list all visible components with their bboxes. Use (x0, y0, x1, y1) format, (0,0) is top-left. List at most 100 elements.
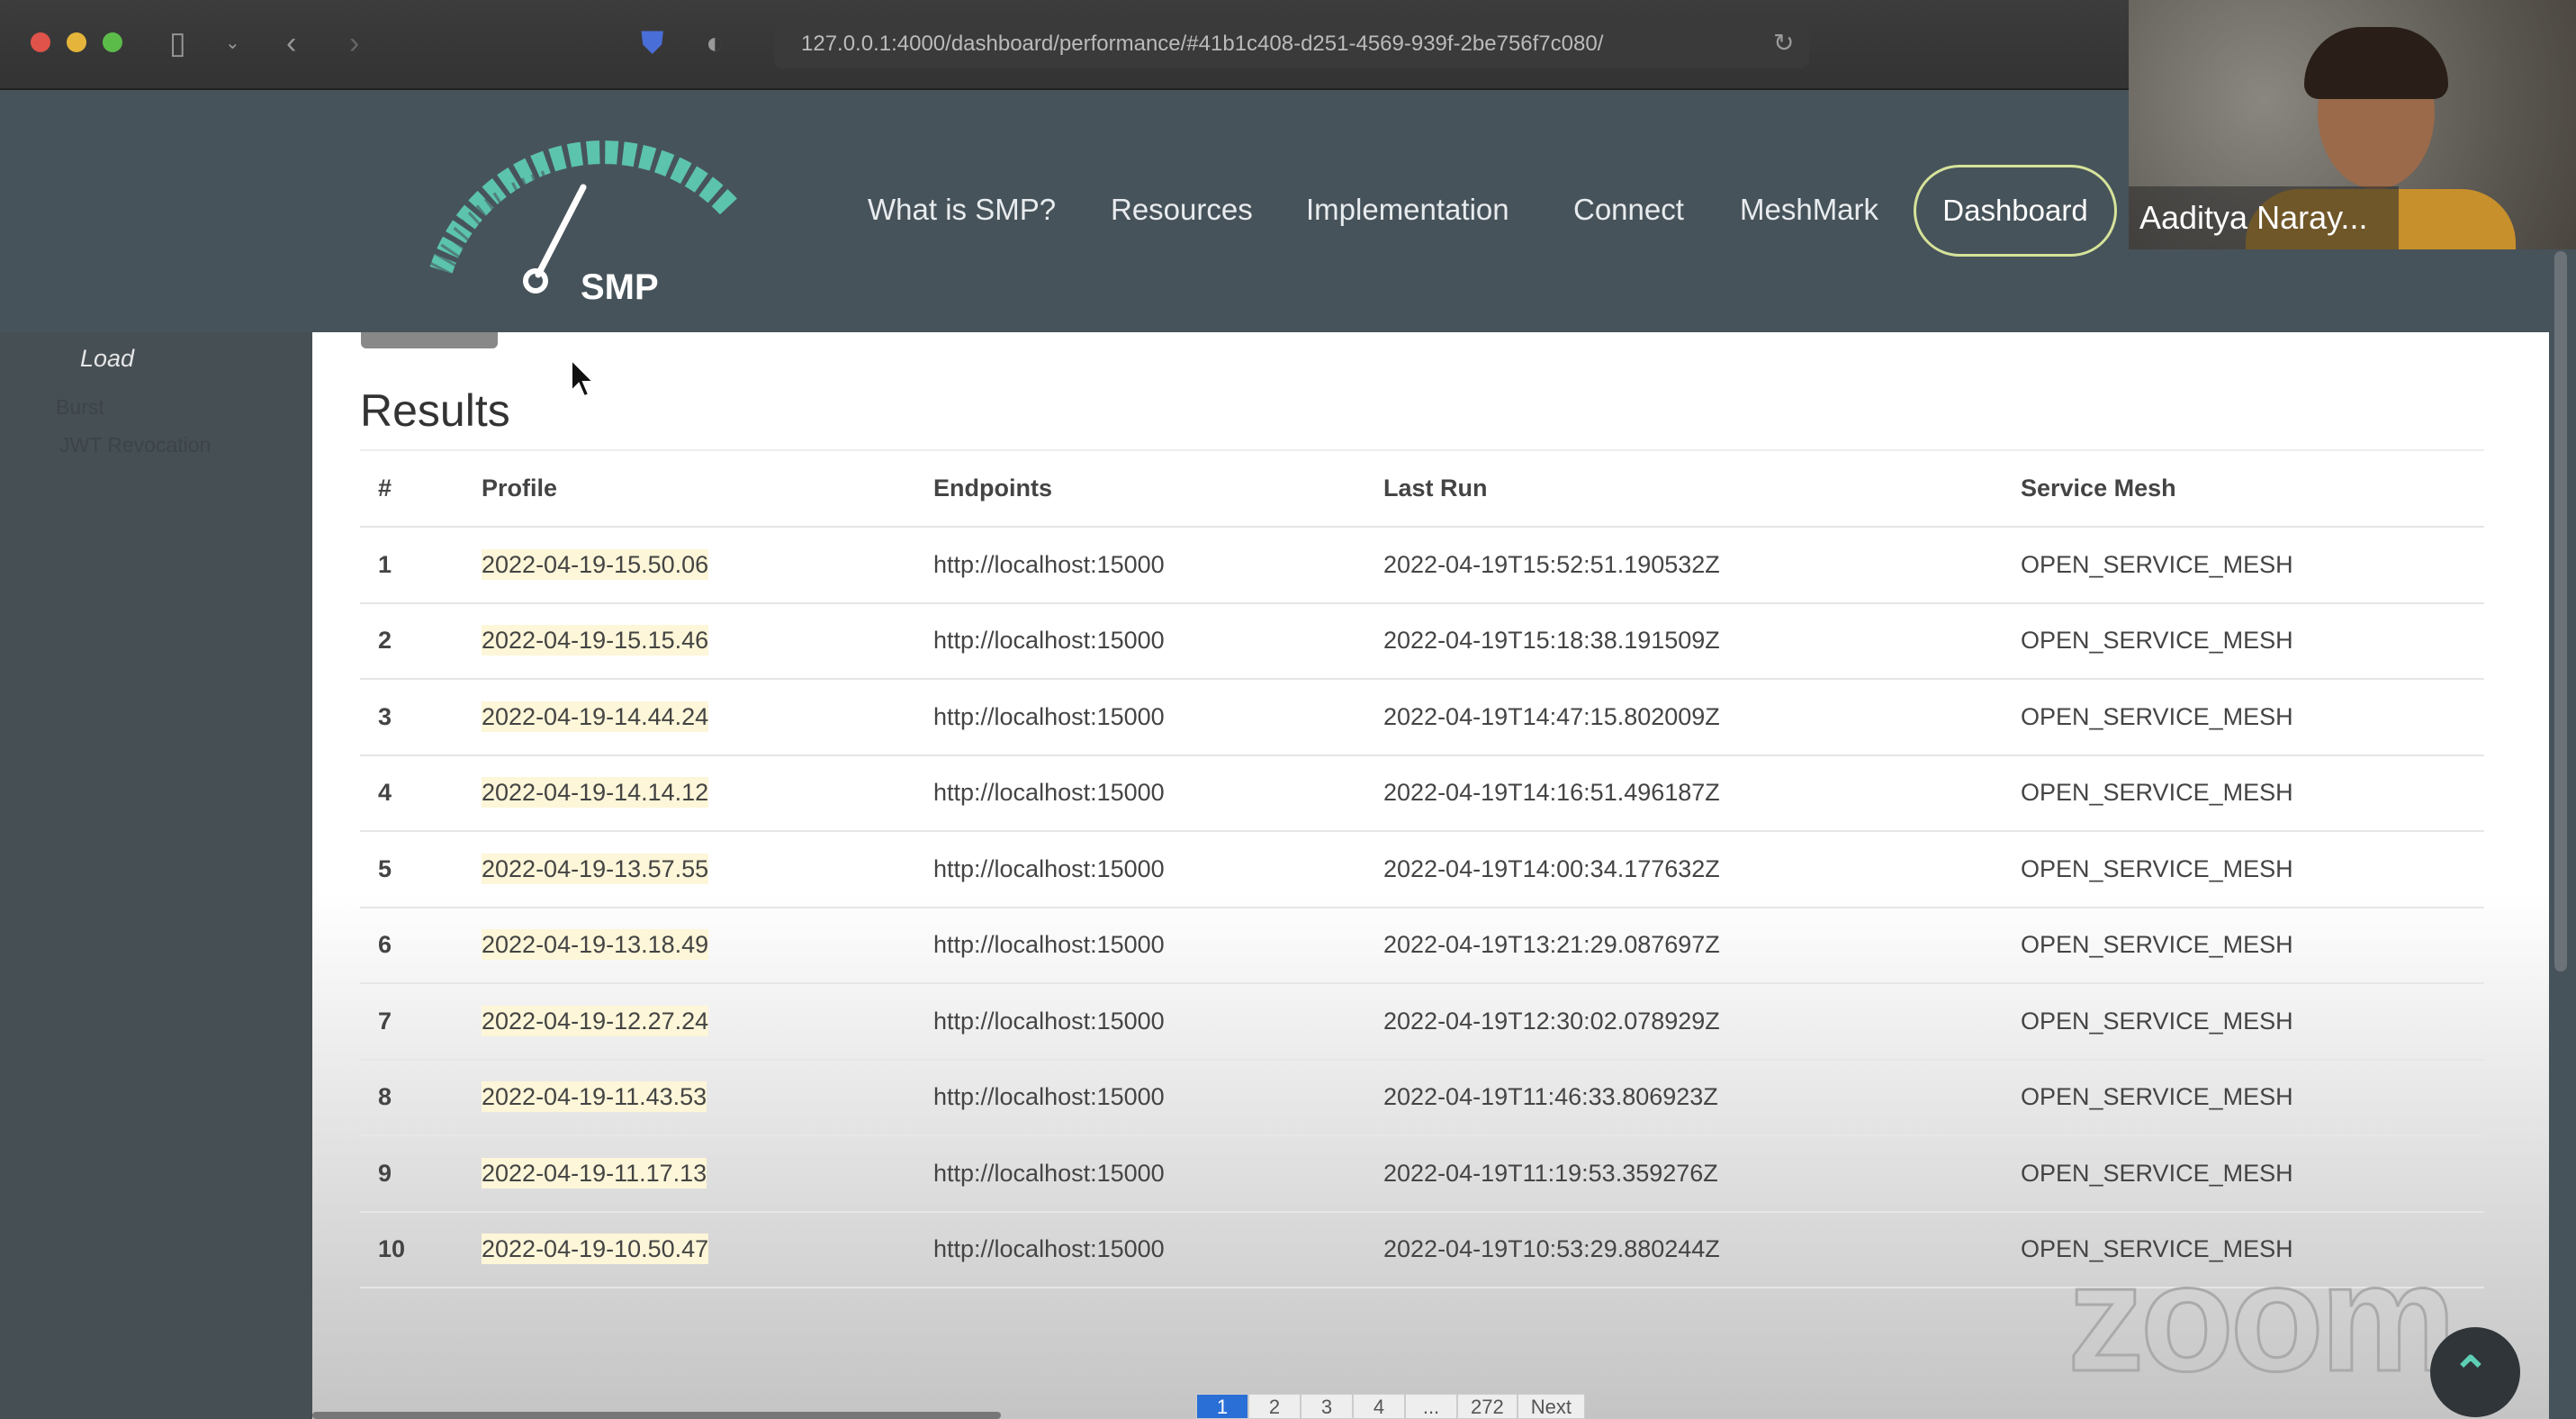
video-participant-tile: Aaditya Naray... (2129, 0, 2576, 249)
row-index: 4 (360, 755, 482, 832)
zoom-watermark: zoom (2067, 1233, 2458, 1404)
profile-link[interactable]: 2022-04-19-15.15.46 (482, 625, 709, 656)
row-last-run: 2022-04-19T14:00:34.177632Z (1383, 831, 2021, 908)
profile-link[interactable]: 2022-04-19-13.18.49 (482, 929, 709, 961)
nav-what-is-smp[interactable]: What is SMP? (868, 193, 1057, 226)
forward-icon[interactable]: › (349, 26, 360, 60)
nav-meshmark[interactable]: MeshMark (1740, 193, 1879, 226)
row-endpoint: http://localhost:15000 (933, 679, 1383, 756)
nav-implementation[interactable]: Implementation (1306, 193, 1509, 226)
horizontal-scrollbar[interactable] (312, 1412, 1001, 1419)
row-profile[interactable]: 2022-04-19-15.50.06 (482, 527, 933, 604)
table-row[interactable]: 10 2022-04-19-10.50.47 http://localhost:15… (360, 1211, 2484, 1288)
profile-link[interactable]: 2022-04-19-12.27.24 (482, 1005, 709, 1036)
row-last-run: 2022-04-19T11:19:53.359276Z (1383, 1135, 2021, 1213)
table-row[interactable]: 5 2022-04-19-13.57.55 http://localhost:150… (360, 831, 2484, 908)
address-bar[interactable]: 127.0.0.1:4000/dashboard/performance/#41… (774, 20, 1809, 68)
profile-link[interactable]: 2022-04-19-11.17.13 (482, 1157, 707, 1189)
close-window-button[interactable] (31, 32, 50, 52)
col-service-mesh: Service Mesh (2021, 449, 2484, 528)
row-service-mesh: OPEN_SERVICE_MESH (2021, 831, 2484, 908)
row-profile[interactable]: 2022-04-19-15.15.46 (482, 602, 933, 680)
nav-resources[interactable]: Resources (1111, 193, 1253, 226)
table-row[interactable]: 8 2022-04-19-11.43.53 http://localhost:150… (360, 1059, 2484, 1136)
table-row[interactable]: 4 2022-04-19-14.14.12 http://localhost:150… (360, 755, 2484, 832)
row-index: 6 (360, 907, 482, 984)
chevron-down-icon[interactable]: ⌄ (225, 33, 240, 53)
row-endpoint: http://localhost:15000 (933, 1211, 1383, 1288)
nav-connect[interactable]: Connect (1573, 193, 1684, 226)
row-profile[interactable]: 2022-04-19-13.18.49 (482, 907, 933, 984)
sidebar: Load Burst JWT Revocation (0, 332, 312, 1419)
row-profile[interactable]: 2022-04-19-11.17.13 (482, 1135, 933, 1213)
row-profile[interactable]: 2022-04-19-10.50.47 (482, 1211, 933, 1288)
page-button[interactable]: 272 (1457, 1394, 1518, 1419)
next-page-button[interactable]: Next (1517, 1394, 1585, 1419)
row-service-mesh: OPEN_SERVICE_MESH (2021, 602, 2484, 680)
row-endpoint: http://localhost:15000 (933, 1059, 1383, 1136)
sidebar-item-load[interactable]: Load (80, 345, 135, 372)
scroll-top-button[interactable]: ⌃ (2430, 1327, 2520, 1417)
tab-stub[interactable] (361, 332, 498, 348)
table-header: # Profile Endpoints Last Run Service Mes… (360, 449, 2484, 528)
row-last-run: 2022-04-19T10:53:29.880244Z (1383, 1211, 2021, 1288)
nav-dashboard-button[interactable]: Dashboard (1914, 165, 2117, 257)
page-button[interactable]: 4 (1353, 1394, 1405, 1419)
row-index: 8 (360, 1059, 482, 1136)
row-profile[interactable]: 2022-04-19-14.14.12 (482, 755, 933, 832)
privacy-icon[interactable]: ◐ (706, 26, 725, 60)
row-last-run: 2022-04-19T13:21:29.087697Z (1383, 907, 2021, 984)
results-panel: Results # Profile Endpoints Last Run Ser… (312, 332, 2549, 1419)
minimize-window-button[interactable] (67, 32, 86, 52)
profile-link[interactable]: 2022-04-19-10.50.47 (482, 1234, 709, 1265)
page-button[interactable]: 3 (1301, 1394, 1353, 1419)
row-last-run: 2022-04-19T14:47:15.802009Z (1383, 679, 2021, 756)
vertical-scrollbar[interactable] (2549, 249, 2576, 1419)
row-profile[interactable]: 2022-04-19-12.27.24 (482, 983, 933, 1061)
pagination: 1 2 3 4... 272 Next (1196, 1394, 1585, 1419)
sidebar-item-burst[interactable]: Burst (56, 395, 104, 419)
page-button[interactable]: ... (1405, 1394, 1457, 1419)
sidebar-item-jwt-revocation[interactable]: JWT Revocation (59, 433, 212, 456)
chevron-up-icon: ⌃ (2452, 1348, 2490, 1398)
row-service-mesh: OPEN_SERVICE_MESH (2021, 1135, 2484, 1213)
smp-logo[interactable]: SMP (423, 135, 747, 333)
profile-link[interactable]: 2022-04-19-11.43.53 (482, 1081, 707, 1113)
profile-link[interactable]: 2022-04-19-14.44.24 (482, 700, 709, 732)
row-profile[interactable]: 2022-04-19-11.43.53 (482, 1059, 933, 1136)
row-service-mesh: OPEN_SERVICE_MESH (2021, 527, 2484, 604)
shield-icon[interactable]: ⛊ (641, 26, 664, 60)
maximize-window-button[interactable] (103, 32, 122, 52)
page-button[interactable]: 2 (1248, 1394, 1301, 1419)
row-index: 5 (360, 831, 482, 908)
row-endpoint: http://localhost:15000 (933, 527, 1383, 604)
row-index: 3 (360, 679, 482, 756)
row-index: 9 (360, 1135, 482, 1213)
row-endpoint: http://localhost:15000 (933, 602, 1383, 680)
row-endpoint: http://localhost:15000 (933, 831, 1383, 908)
profile-link[interactable]: 2022-04-19-14.14.12 (482, 777, 709, 809)
profile-link[interactable]: 2022-04-19-13.57.55 (482, 853, 709, 884)
profile-link[interactable]: 2022-04-19-15.50.06 (482, 548, 709, 580)
row-service-mesh: OPEN_SERVICE_MESH (2021, 907, 2484, 984)
row-service-mesh: OPEN_SERVICE_MESH (2021, 755, 2484, 832)
table-row[interactable]: 2 2022-04-19-15.15.46 http://localhost:150… (360, 602, 2484, 680)
back-icon[interactable]: ‹ (286, 26, 297, 60)
row-profile[interactable]: 2022-04-19-14.44.24 (482, 679, 933, 756)
col-endpoints: Endpoints (933, 449, 1383, 528)
table-row[interactable]: 6 2022-04-19-13.18.49 http://localhost:150… (360, 907, 2484, 984)
table-row[interactable]: 9 2022-04-19-11.17.13 http://localhost:150… (360, 1135, 2484, 1213)
table-row[interactable]: 7 2022-04-19-12.27.24 http://localhost:150… (360, 983, 2484, 1061)
scrollbar-thumb[interactable] (2554, 251, 2567, 972)
browser-toolbar: ▯ ⌄ ‹ › ⛊ ◐ 127.0.0.1:4000/dashboard/per… (0, 0, 2129, 90)
table-row[interactable]: 1 2022-04-19-15.50.06 http://localhost:150… (360, 527, 2484, 604)
row-last-run: 2022-04-19T15:52:51.190532Z (1383, 527, 2021, 604)
row-last-run: 2022-04-19T11:46:33.806923Z (1383, 1059, 2021, 1136)
sidebar-toggle-icon[interactable]: ▯ (169, 26, 186, 60)
page-button[interactable]: 1 (1196, 1394, 1248, 1419)
table-row[interactable]: 3 2022-04-19-14.44.24 http://localhost:150… (360, 679, 2484, 756)
participant-hair (2304, 27, 2448, 99)
reload-icon[interactable]: ↻ (1773, 29, 1795, 57)
row-profile[interactable]: 2022-04-19-13.57.55 (482, 831, 933, 908)
row-index: 2 (360, 602, 482, 680)
